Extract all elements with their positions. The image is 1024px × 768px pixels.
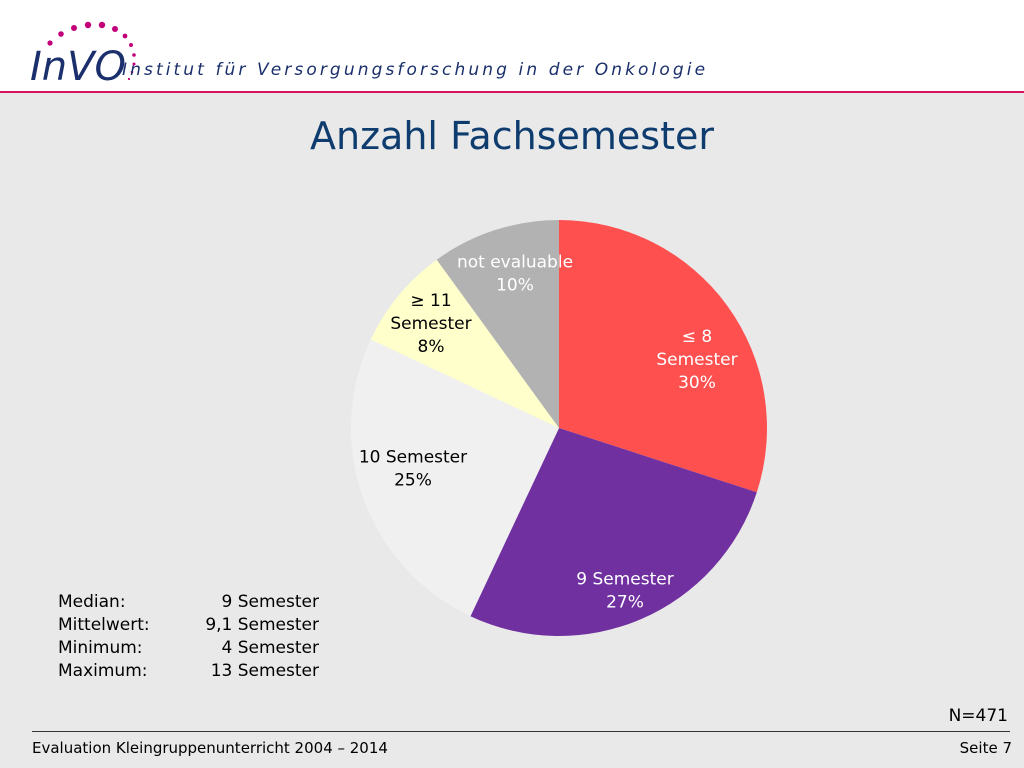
pie-slice-label-line: 10% — [496, 276, 534, 296]
pie-slice-label-line: 27% — [606, 593, 644, 613]
footer-title: Evaluation Kleingruppenunterricht 2004 –… — [32, 739, 388, 757]
stat-label: Median: — [58, 592, 126, 612]
pie-slice-label-line: 10 Semester — [359, 448, 467, 468]
pie-slice-label: not evaluable 10% — [457, 253, 573, 296]
stat-value: 9 Semester — [221, 592, 319, 612]
pie-slice-label-line: 9 Semester — [576, 570, 673, 590]
pie-slice-label: 10 Semester 25% — [359, 448, 467, 491]
slide-title: Anzahl Fachsemester — [310, 114, 714, 158]
header — [0, 0, 1024, 91]
institute-name: Institut für Versorgungsforschung in der… — [122, 60, 709, 80]
stat-value: 13 Semester — [210, 661, 319, 681]
pie-slice-label: ≥ 11 Semester 8% — [390, 291, 471, 357]
stat-row-maximum: Maximum: 13 Semester — [58, 660, 319, 683]
pie-slice-label-line: Semester — [390, 314, 471, 334]
pie-slice-10 — [351, 339, 559, 617]
header-accent-rule — [0, 91, 1024, 93]
pie-slice-label-line: 25% — [394, 471, 432, 491]
footer-rule — [32, 731, 1010, 732]
pie-slice-9 — [470, 428, 757, 636]
logo-text: InVO — [30, 44, 126, 88]
stat-label: Minimum: — [58, 638, 143, 658]
stat-row-mean: Mittelwert: 9,1 Semester — [58, 614, 319, 637]
stat-row-minimum: Minimum: 4 Semester — [58, 637, 319, 660]
pie-slice-label-line: 30% — [678, 373, 716, 393]
stat-value: 4 Semester — [221, 638, 319, 658]
logo-dots-arc — [47, 21, 136, 81]
stat-label: Maximum: — [58, 661, 148, 681]
pie-slice-label-line: not evaluable — [457, 253, 573, 273]
sample-size-label: N=471 — [948, 706, 1008, 726]
pie-slice-label-line: Semester — [656, 350, 737, 370]
pie-slice-ge-11 — [370, 259, 559, 428]
pie-slice-label-line: ≥ 11 — [410, 291, 451, 311]
stat-row-median: Median: 9 Semester — [58, 591, 319, 614]
pie-slice-label-line: ≤ 8 — [682, 327, 712, 347]
pie-slice-not-evaluable — [436, 220, 559, 428]
stat-value: 9,1 Semester — [205, 615, 319, 635]
invo-logo: InVO — [30, 21, 136, 88]
pie-slice-le-8 — [559, 220, 768, 493]
pie-slice-label: 9 Semester 27% — [576, 570, 673, 613]
page-number: Seite 7 — [959, 739, 1012, 757]
pie-slice-label-line: 8% — [418, 337, 445, 357]
pie-slice-label: ≤ 8 Semester 30% — [656, 327, 737, 393]
summary-stats: Median: 9 Semester Mittelwert: 9,1 Semes… — [58, 591, 319, 683]
stat-label: Mittelwert: — [58, 615, 150, 635]
